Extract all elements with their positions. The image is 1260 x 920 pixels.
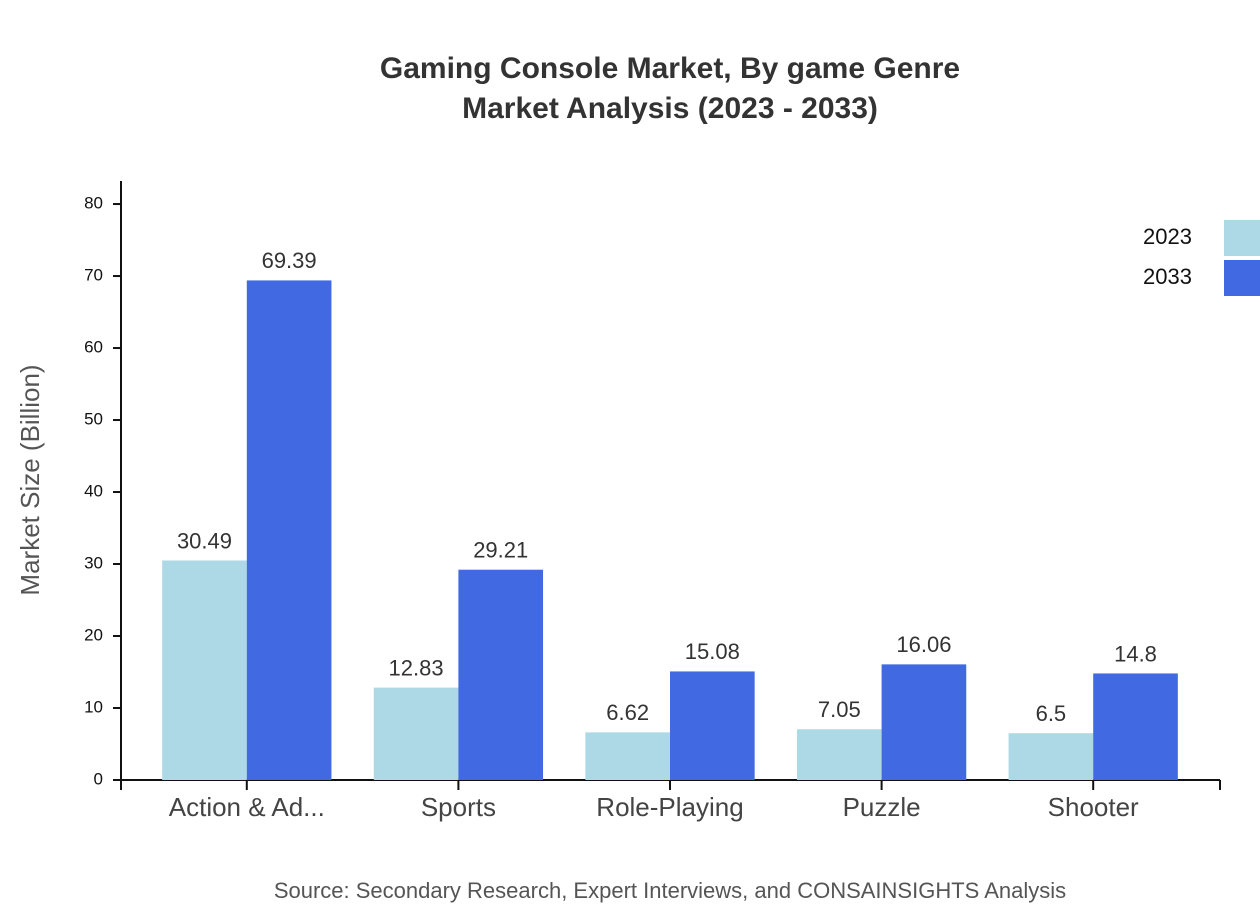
y-tick-label: 10	[84, 697, 103, 716]
value-label: 69.39	[262, 248, 317, 273]
y-tick-label: 20	[84, 625, 103, 644]
bar	[796, 729, 882, 780]
y-tick-label: 70	[84, 266, 103, 285]
chart-subtitle: Market Analysis (2023 - 2033)	[462, 92, 878, 125]
y-axis-label: Market Size (Billion)	[15, 364, 45, 595]
y-tick-label: 40	[84, 482, 103, 501]
bar	[162, 560, 247, 780]
x-tick-label: Puzzle	[843, 792, 921, 822]
bar	[458, 569, 544, 780]
bar	[246, 280, 332, 780]
bar	[1093, 673, 1178, 780]
chart-title: Gaming Console Market, By game Genre	[380, 52, 960, 85]
y-tick-label: 0	[94, 769, 103, 788]
value-label: 14.8	[1114, 641, 1157, 666]
source-note: Source: Secondary Research, Expert Inter…	[274, 878, 1066, 903]
legend-label: 2023	[1143, 224, 1192, 249]
bar	[1008, 733, 1094, 780]
value-label: 6.5	[1036, 701, 1067, 726]
y-tick-label: 30	[84, 553, 103, 572]
value-label: 7.05	[818, 697, 861, 722]
bar	[585, 732, 670, 780]
x-tick-label: Role-Playing	[596, 792, 743, 822]
legend-swatch	[1224, 220, 1260, 256]
value-label: 16.06	[896, 632, 951, 657]
value-label: 15.08	[685, 639, 740, 664]
bar	[670, 671, 755, 780]
x-tick-label: Action & Ad...	[169, 792, 325, 822]
bar	[373, 687, 459, 780]
value-label: 30.49	[177, 528, 232, 553]
y-tick-label: 60	[84, 338, 103, 357]
legend-swatch	[1224, 260, 1260, 296]
value-label: 29.21	[473, 538, 528, 563]
bar	[881, 664, 967, 780]
value-label: 12.83	[389, 655, 444, 680]
legend-label: 2033	[1143, 264, 1192, 289]
x-tick-label: Sports	[421, 792, 496, 822]
y-tick-label: 50	[84, 410, 103, 429]
value-label: 6.62	[606, 700, 649, 725]
y-tick-label: 80	[84, 194, 103, 213]
x-tick-label: Shooter	[1048, 792, 1139, 822]
